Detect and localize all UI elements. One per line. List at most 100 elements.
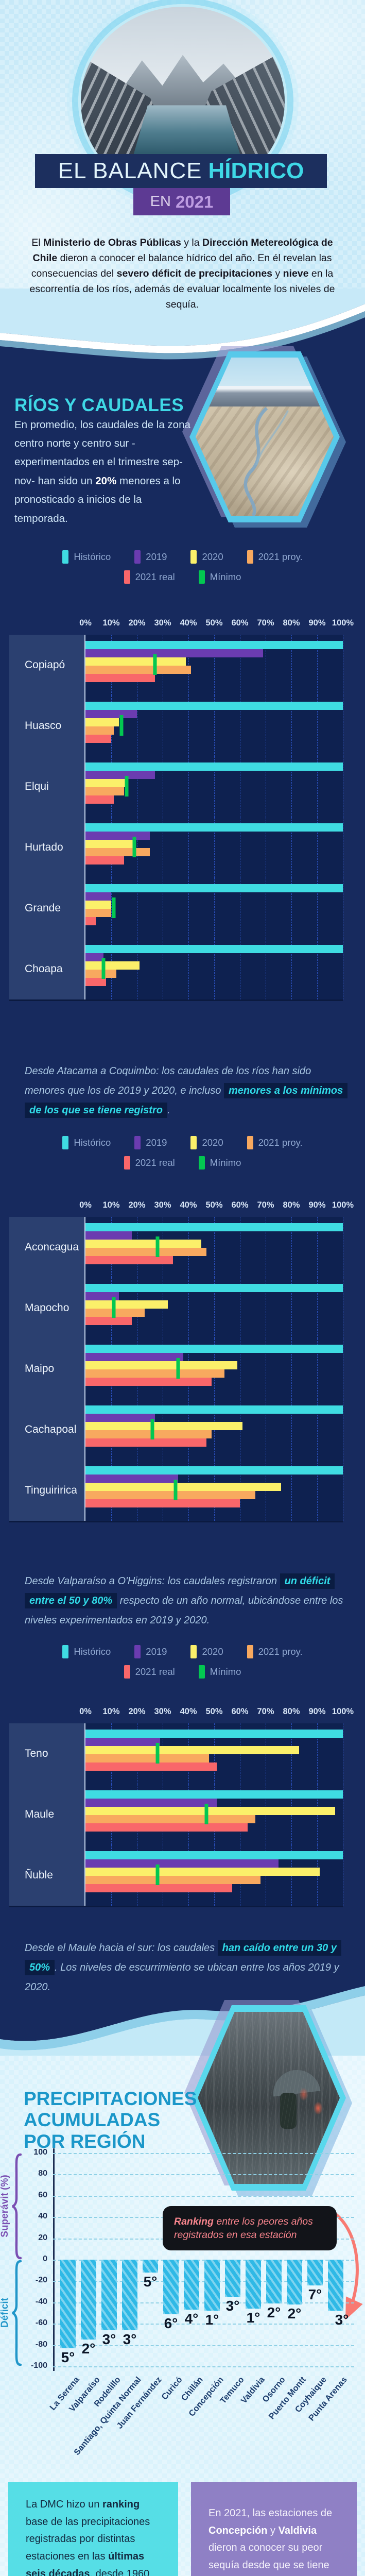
gridline [53, 2195, 354, 2197]
bold-text: nieve [283, 267, 309, 279]
river-label: Ñuble [9, 1845, 84, 1906]
bar-hist-rico-hurtado [85, 823, 343, 832]
y-axis-tick: -60 [35, 2318, 47, 2328]
legend-swatch [190, 1645, 197, 1658]
legend-swatch [62, 1645, 69, 1658]
superavit-label: Superávit (%) [0, 2175, 10, 2238]
bar-2019-cachapoal [85, 1414, 155, 1422]
bar-2020-grande [85, 901, 111, 909]
gridline [214, 1278, 215, 1338]
x-axis-tick: 80% [283, 1200, 300, 1210]
bar-rodelillo [101, 2260, 117, 2330]
river-plot [84, 1723, 343, 1784]
minimo-marker-maipo [176, 1358, 180, 1379]
legend-label: 2021 real [135, 571, 175, 582]
bar-2021-real-aconcagua [85, 1256, 173, 1264]
x-axis-tick: 70% [257, 1200, 274, 1210]
bar-chill-n [184, 2260, 199, 2310]
y-axis-tick: 40 [38, 2212, 47, 2221]
legend-label: Mínimo [210, 571, 241, 582]
river-row-grande: Grande [9, 878, 343, 940]
rank-temuco: 3° [225, 2298, 240, 2314]
text: Desde Atacama a Coquimbo: los caudales d… [25, 1065, 311, 1096]
legend-label: 2021 proy. [258, 1137, 303, 1148]
legend-swatch [198, 570, 205, 584]
legend-row: Histórico 2019 2020 2021 proy. [50, 1136, 314, 1149]
x-axis-tick: 20% [128, 1200, 146, 1210]
rank-juan-fern-ndez: 5° [143, 2273, 158, 2290]
legend-swatch [134, 1136, 141, 1149]
legend-label: 2020 [202, 1137, 223, 1148]
legend-item-2021-proy-: 2021 proy. [247, 550, 303, 564]
legend-swatch [247, 1136, 253, 1149]
bold-text: Dirección Metereológica de Chile [32, 236, 333, 264]
x-axis: 0% 10% 20% 30% 40% 50% 60% 70% 80% 90% 100% [0, 618, 365, 632]
bar-hist-rico-ñuble [85, 1851, 343, 1859]
bar-hist-rico-grande [85, 884, 343, 892]
bar-2019-elqui [85, 771, 155, 779]
gridline [53, 2281, 354, 2282]
bold-text: severo déficit de precipitaciones [116, 267, 273, 279]
subtitle-prefix: EN [150, 193, 171, 210]
legend-swatch [134, 1645, 141, 1658]
bar-2019-maule [85, 1799, 217, 1807]
text: menores a lo pronosticado a inicios de l… [14, 474, 181, 524]
gridline [317, 939, 318, 999]
info-box-dmc-ranking: La DMC hizo un ranking base de las preci… [8, 2482, 178, 2576]
gridline [291, 1217, 292, 1278]
rank-concepci-n: 1° [205, 2312, 219, 2328]
y-axis-tick: 100 [33, 2148, 47, 2157]
x-axis-tick: 40% [180, 1200, 197, 1210]
x-axis: 0% 10% 20% 30% 40% 50% 60% 70% 80% 90% 100% [0, 1200, 365, 1214]
legend-item-2020: 2020 [190, 1136, 223, 1149]
legend-swatch [247, 1645, 253, 1658]
bar-2020-cachapoal [85, 1422, 242, 1430]
bar-temuco [225, 2260, 240, 2297]
legend-label: 2020 [202, 1646, 223, 1657]
bar-la-serena [60, 2260, 76, 2348]
legend-label: Mínimo [210, 1157, 241, 1168]
river-plot [84, 1399, 343, 1460]
minimo-marker-mapocho [112, 1297, 116, 1318]
gridline [317, 817, 318, 878]
superavit-brace [12, 2153, 22, 2260]
bar-2019-grande [85, 892, 111, 901]
y-axis-tick: 60 [38, 2190, 47, 2199]
legend-label: Histórico [74, 1646, 111, 1657]
legend-item-2021-real: 2021 real [124, 570, 175, 584]
river-row-ñuble: Ñuble [9, 1845, 343, 1907]
bar-2020-maipo [85, 1361, 237, 1369]
bold-text: Valdivia [278, 2524, 317, 2536]
gridline [291, 817, 292, 878]
river-row-hurtado: Hurtado [9, 817, 343, 879]
legend-row: 2021 real Mínimo [112, 1156, 253, 1170]
bar-2020-huasco [85, 718, 119, 726]
river-plot [84, 635, 343, 696]
title-banner: EL BALANCE HÍDRICO [35, 154, 327, 188]
bold-text: ranking [102, 2499, 140, 2511]
legend-swatch [190, 550, 197, 564]
y-axis-tick: 0 [43, 2255, 47, 2263]
legend-label: 2021 real [135, 1666, 175, 1677]
minimo-marker-ñuble [155, 1865, 160, 1885]
rain-photo [184, 2000, 352, 2196]
bar-2020-ñuble [85, 1868, 320, 1876]
legend-label: Histórico [74, 551, 111, 562]
legend-swatch [198, 1665, 205, 1679]
legend-label: 2020 [202, 551, 223, 562]
gridline [53, 2153, 354, 2154]
legend-item-2020: 2020 [190, 550, 223, 564]
river-label: Choapa [9, 939, 84, 999]
bar-hist-rico-maule [85, 1790, 343, 1799]
legend-row: Histórico 2019 2020 2021 proy. [50, 1645, 314, 1658]
legend-item-2019: 2019 [134, 550, 167, 564]
bar-2020-mapocho [85, 1300, 168, 1309]
bold-text: Ministerio de Obras Públicas [43, 236, 181, 248]
bar-2021-real-choapa [85, 978, 106, 986]
info-box-concepcion-valdivia: En 2021, las estaciones de Concepción y … [191, 2482, 357, 2576]
bar-2021-real-hurtado [85, 856, 124, 865]
bar-valpara-so [81, 2260, 96, 2340]
river-plot [84, 878, 343, 939]
gridline [317, 756, 318, 817]
text: en la escorrentía de los ríos, además de… [29, 267, 335, 311]
